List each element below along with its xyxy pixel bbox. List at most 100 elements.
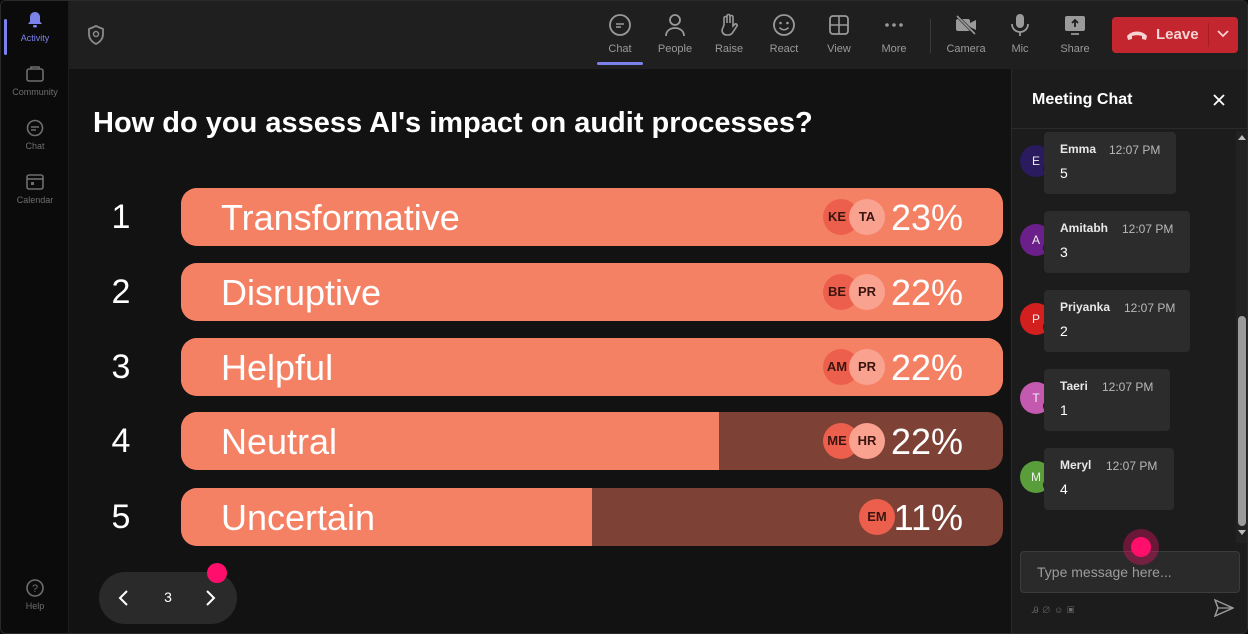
sender-name: Priyanka [1060, 300, 1111, 314]
more-button[interactable]: More [870, 11, 918, 61]
rail-item-chat[interactable]: Chat [1, 119, 69, 171]
chat-message[interactable]: Amitabh 12:07 PM 3 [1044, 211, 1190, 273]
shield-icon[interactable] [87, 25, 105, 45]
chat-scrollbar[interactable] [1236, 131, 1247, 543]
option-bar[interactable]: Transformative KE TA 23% [181, 188, 1003, 246]
rail-item-community[interactable]: Community [1, 65, 69, 117]
message-time: 12:07 PM [1109, 143, 1161, 157]
scrollbar-thumb[interactable] [1238, 316, 1246, 526]
emoji-icon[interactable]: ☺ [1053, 605, 1068, 615]
rail-label-activity: Activity [20, 33, 50, 43]
meeting-chat-panel: Meeting Chat E Emma 12:07 PM 5 A Amitabh 12:07… [1011, 69, 1247, 633]
rail-item-help[interactable]: ? Help [1, 579, 69, 631]
toolbar-divider [930, 19, 931, 53]
message-input[interactable] [1020, 551, 1240, 593]
message-text: 4 [1060, 481, 1068, 497]
voter-avatar: PR [849, 349, 885, 385]
attach-icon[interactable]: ⌀ [1042, 605, 1054, 615]
chat-message[interactable]: Emma 12:07 PM 5 [1044, 132, 1176, 194]
sender-name: Amitabh [1060, 221, 1108, 235]
poll-question: How do you assess AI's impact on audit p… [93, 107, 813, 139]
chat-button[interactable]: Chat [596, 11, 644, 65]
raise-hand-button[interactable]: Raise [705, 11, 753, 61]
rail-label-calendar: Calendar [16, 195, 54, 205]
option-label: Disruptive [221, 272, 382, 313]
mic-button[interactable]: Mic [996, 11, 1044, 61]
chat-message[interactable]: Taeri 12:07 PM 1 [1044, 369, 1170, 431]
message-time: 12:07 PM [1106, 459, 1158, 473]
scroll-up-icon[interactable] [1238, 133, 1246, 141]
rail-label-chat: Chat [25, 141, 45, 151]
option-label: Uncertain [221, 497, 376, 538]
chat-divider [1012, 128, 1247, 129]
sender-name: Emma [1060, 142, 1097, 156]
chat-bubble-icon [609, 14, 631, 36]
scroll-down-icon[interactable] [1238, 529, 1246, 537]
person-icon [665, 14, 685, 37]
option-bar[interactable]: Helpful AM PR 22% [181, 338, 1003, 396]
leave-button[interactable]: Leave [1112, 17, 1238, 53]
camera-button[interactable]: Camera [942, 11, 990, 61]
leave-button-label: Leave [1156, 26, 1199, 43]
react-button[interactable]: React [760, 11, 808, 61]
chat-panel-title: Meeting Chat [1032, 91, 1133, 108]
poll-option-row: 3 Helpful AM PR 22% [69, 338, 1011, 396]
option-label: Helpful [221, 347, 334, 388]
option-percent: 11% [893, 497, 963, 538]
option-percent: 22% [890, 347, 963, 388]
voter-avatar: EM [859, 499, 895, 535]
view-button-label: View [827, 43, 851, 55]
rail-item-calendar[interactable]: Calendar [1, 173, 69, 225]
people-button[interactable]: People [651, 11, 699, 61]
click-indicator [1123, 529, 1159, 565]
close-icon[interactable] [1212, 93, 1226, 107]
gif-icon[interactable]: ▣ [1067, 605, 1079, 615]
chevron-right-icon[interactable] [203, 589, 217, 607]
chevron-left-icon[interactable] [117, 589, 131, 607]
sender-name: Taeri [1060, 379, 1088, 393]
chat-button-label: Chat [608, 43, 632, 55]
option-label: Neutral [221, 421, 338, 462]
people-button-label: People [657, 43, 693, 55]
option-bar-fill [181, 412, 719, 470]
chat-message[interactable]: Priyanka 12:07 PM 2 [1044, 290, 1190, 352]
option-number: 5 [111, 498, 131, 536]
app-rail: Activity Community Chat Calendar ? Help [1, 1, 69, 633]
voter-avatar: TA [849, 199, 885, 235]
page-number: 3 [164, 589, 172, 605]
option-number: 4 [111, 422, 131, 460]
meeting-toolbar: Chat People Raise React View More Camera [69, 1, 1247, 69]
poll-option-row: 1 Transformative KE TA 23% [69, 188, 1011, 246]
view-button[interactable]: View [815, 11, 863, 61]
message-time: 12:07 PM [1102, 380, 1154, 394]
option-percent: 22% [890, 421, 963, 462]
share-screen-icon [1065, 16, 1085, 35]
rail-item-activity[interactable]: Activity [1, 11, 69, 63]
message-text: 3 [1060, 244, 1068, 260]
option-bar[interactable]: Disruptive BE PR 22% [181, 263, 1003, 321]
react-button-label: React [769, 43, 799, 55]
option-number: 2 [111, 273, 131, 311]
share-button[interactable]: Share [1051, 11, 1099, 61]
share-button-label: Share [1060, 43, 1090, 55]
chevron-down-icon[interactable] [1216, 29, 1230, 39]
community-icon [26, 66, 44, 82]
chat-icon [26, 119, 44, 137]
chat-message[interactable]: Meryl 12:07 PM 4 [1044, 448, 1174, 510]
cursor-indicator [207, 563, 227, 583]
voter-avatar: PR [849, 274, 885, 310]
option-bar[interactable]: Uncertain EM 11% [181, 488, 1003, 546]
option-bar[interactable]: Neutral ME HR 22% [181, 412, 1003, 470]
message-text: 2 [1060, 323, 1068, 339]
leave-divider [1208, 23, 1209, 47]
send-icon[interactable] [1214, 599, 1234, 617]
format-icon[interactable]: Ꭿ [1032, 605, 1043, 615]
poll-option-row: 4 Neutral ME HR 22% [69, 412, 1011, 470]
mic-button-label: Mic [1011, 43, 1029, 55]
formatting-toolbar[interactable]: Ꭿ⌀☺▣ [1032, 605, 1078, 616]
option-number: 3 [111, 348, 131, 386]
option-label: Transformative [221, 197, 460, 238]
option-percent: 23% [890, 197, 963, 238]
svg-text:?: ? [32, 583, 38, 595]
